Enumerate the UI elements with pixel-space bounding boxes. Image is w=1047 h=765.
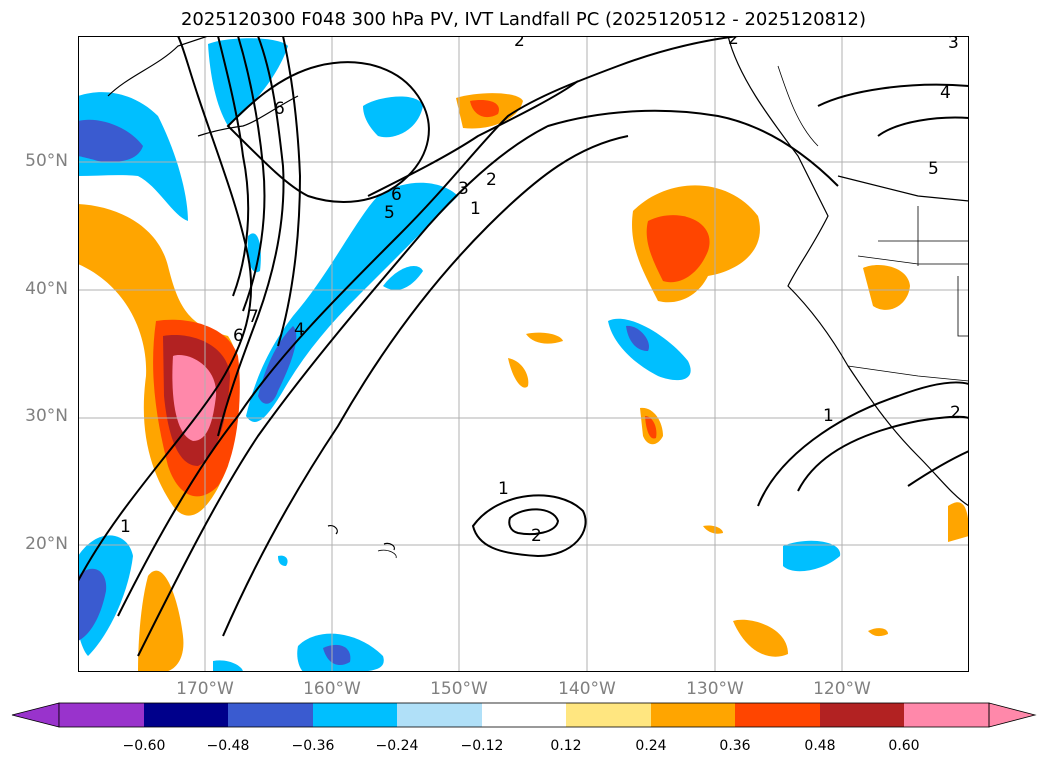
colorbar-tick-label: 0.36: [719, 738, 751, 754]
contour-label: 2: [728, 36, 739, 49]
lon-label: 160°W: [303, 679, 361, 699]
colorbar-tick-label: 0.12: [550, 738, 582, 754]
colorbar-tick-label: −0.24: [375, 738, 419, 754]
contour-label-group: 2 2 3 4 5 6 7 6 6 5 3 2 1 1 1 2 1 2 4 5: [120, 36, 961, 546]
contour-label: 1: [498, 479, 509, 499]
colorbar-bin: [313, 703, 397, 727]
negative-anomaly-shading: [78, 38, 841, 672]
lon-label: 140°W: [558, 679, 616, 699]
graticule: [78, 36, 969, 672]
contour-label: 2: [531, 526, 542, 546]
contour-label: 1: [470, 199, 481, 219]
colorbar-bin: [820, 703, 904, 727]
contour-label: 2: [514, 36, 525, 51]
map-frame: [78, 36, 969, 672]
colorbar-bin: [566, 703, 651, 727]
colorbar-bin: [144, 703, 228, 727]
colorbar-bin: [651, 703, 735, 727]
colorbar-extend-high: [988, 702, 1037, 728]
contour-label: 3: [458, 179, 469, 199]
colorbar-tick-label: −0.36: [291, 738, 335, 754]
colorbar-tick-label: −0.48: [206, 738, 250, 754]
colorbar-tick-label: 0.60: [888, 738, 920, 754]
contour-label: 7: [248, 307, 259, 327]
contour-label: 4: [940, 83, 951, 103]
contour-label: 1: [823, 406, 834, 426]
colorbar-tick-label: 0.48: [804, 738, 836, 754]
contour-label: 2: [486, 170, 497, 190]
colorbar-bin: [397, 703, 482, 727]
colorbar-bin: [59, 703, 144, 727]
map-panel: 2 2 3 4 5 6 7 6 6 5 3 2 1 1 1 2 1 2 4 5: [78, 36, 969, 672]
map-canvas: 2 2 3 4 5 6 7 6 6 5 3 2 1 1 1 2 1 2 4 5: [78, 36, 969, 672]
lat-label: 20°N: [25, 534, 68, 554]
colorbar-bin: [228, 703, 313, 727]
colorbar-tick-label: −0.12: [460, 738, 504, 754]
colorbar-tick-label: −0.60: [122, 738, 166, 754]
lat-label: 50°N: [25, 151, 68, 171]
lat-label: 40°N: [25, 279, 68, 299]
positive-anomaly-shading: [78, 93, 969, 672]
contour-label: 5: [384, 203, 395, 223]
lat-label: 30°N: [25, 406, 68, 426]
lon-label: 120°W: [813, 679, 871, 699]
contour-lines: [78, 36, 969, 657]
colorbar-extend-low: [11, 702, 60, 728]
contour-label: 3: [948, 36, 959, 53]
contour-label: 6: [274, 99, 285, 119]
contour-label: 1: [120, 517, 131, 537]
lon-label: 170°W: [176, 679, 234, 699]
contour-label: 2: [950, 403, 961, 423]
lon-label: 130°W: [686, 679, 744, 699]
colorbar-bin: [735, 703, 820, 727]
figure-title: 2025120300 F048 300 hPa PV, IVT Landfall…: [180, 9, 867, 30]
contour-label: 6: [233, 326, 244, 346]
colorbar-tick-label: 0.24: [635, 738, 667, 754]
lon-label: 150°W: [430, 679, 488, 699]
colorbar-bin: [904, 703, 989, 727]
contour-label: 6: [391, 185, 402, 205]
colorbar: [11, 702, 1037, 728]
colorbar-frame: [58, 702, 990, 728]
contour-label: 4: [294, 320, 305, 340]
colorbar-bin: [482, 703, 566, 727]
contour-label: 5: [928, 159, 939, 179]
